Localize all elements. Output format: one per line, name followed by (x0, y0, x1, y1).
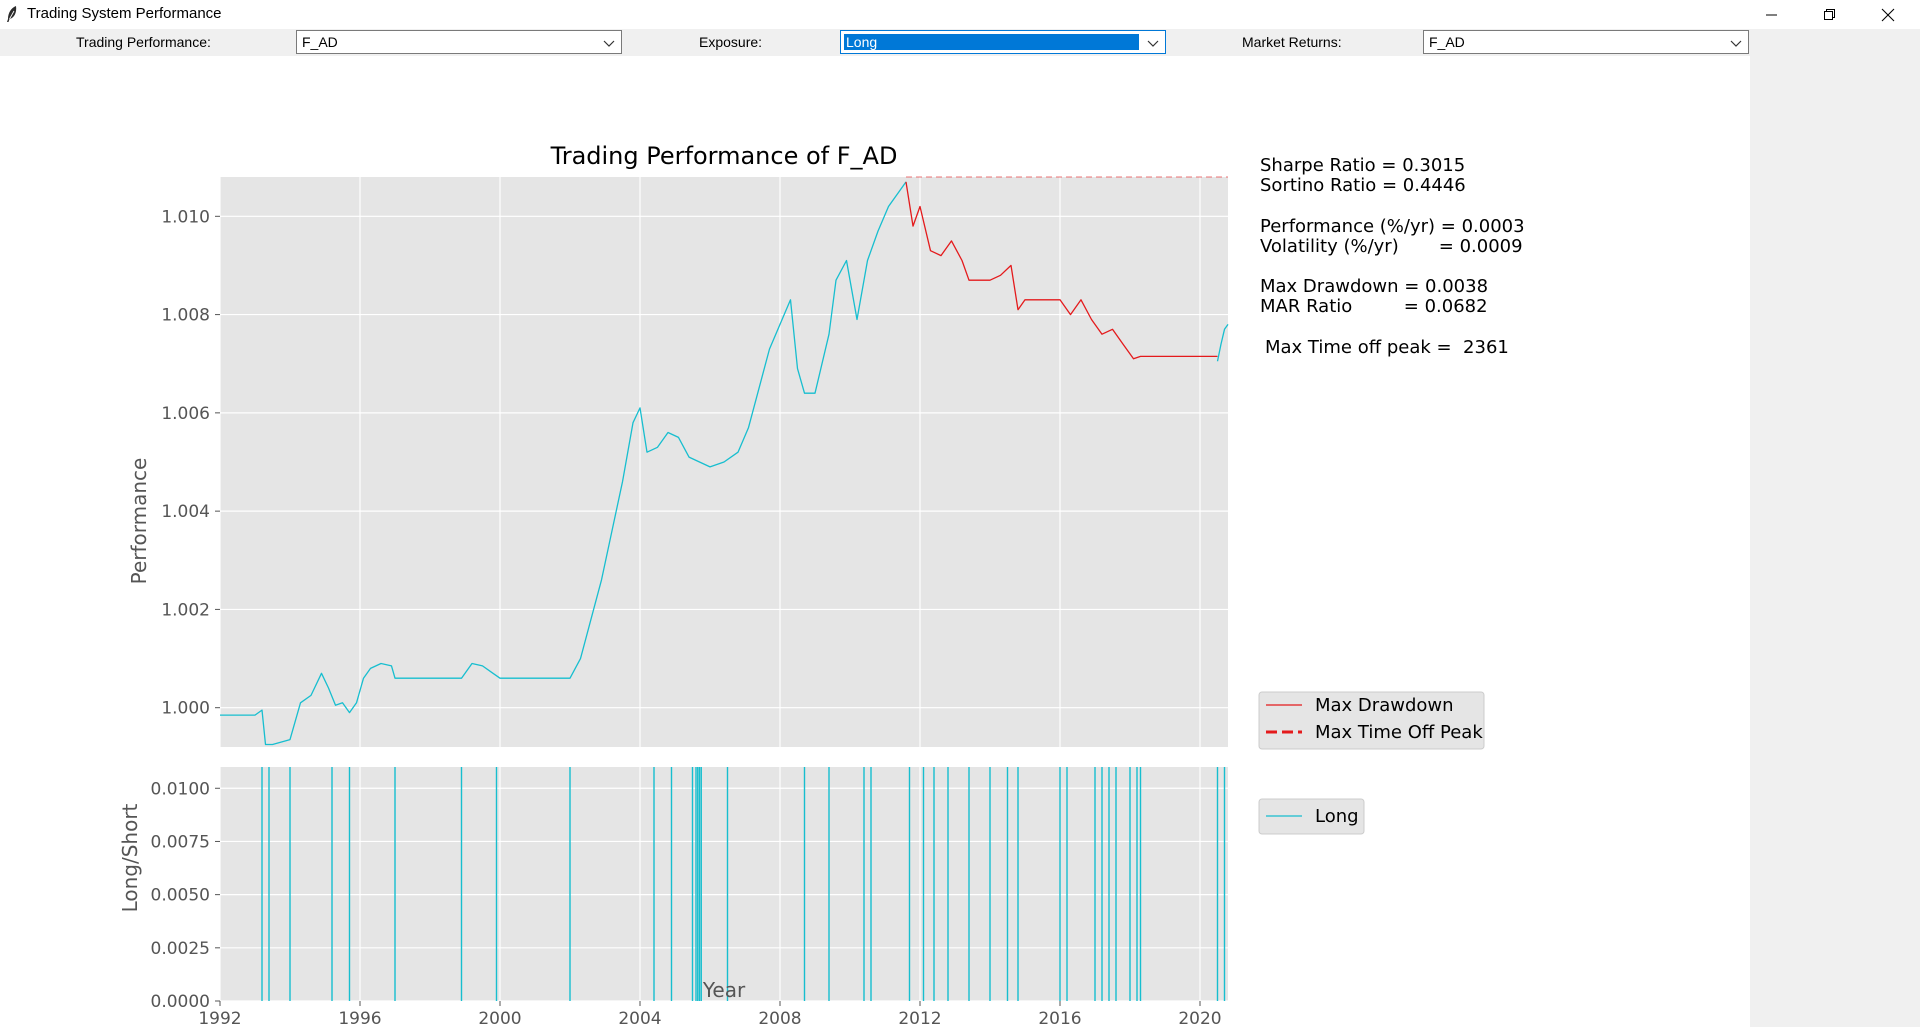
window-titlebar: Trading System Performance (0, 0, 1920, 29)
y-tick-label: 0.0075 (151, 832, 210, 852)
performance-line (220, 181, 907, 746)
legend-drawdown-label: Max Drawdown (1315, 695, 1454, 716)
feather-icon (7, 6, 17, 22)
chevron-down-icon (1147, 40, 1159, 47)
stats-block: Sharpe Ratio = 0.3015 Sortino Ratio = 0.… (1260, 155, 1525, 358)
y-tick-label: 0.0050 (151, 886, 210, 906)
max-time-off-peak: Max Time off peak = 2361 (1265, 337, 1509, 358)
drawdown-line (905, 181, 1218, 360)
y-tick-label: 1.008 (161, 306, 210, 326)
volatility-per-year: Volatility (%/yr) = 0.0009 (1260, 236, 1523, 257)
y-tick-label: 1.010 (161, 207, 210, 227)
legend-box (1258, 691, 1485, 750)
mar-ratio: MAR Ratio = 0.0682 (1260, 296, 1488, 317)
market-returns-value: F_AD (1429, 34, 1465, 50)
close-icon (1881, 8, 1895, 21)
long-legend: Long (1258, 798, 1365, 835)
legend-box-long (1258, 798, 1365, 835)
selector-toolbar: Trading Performance: F_AD Exposure: Long… (0, 29, 1750, 56)
sortino-ratio: Sortino Ratio = 0.4446 (1260, 175, 1466, 196)
trading-performance-label: Trading Performance: (76, 34, 211, 50)
exposure-plot-area (220, 767, 1228, 1001)
y-tick-label: 1.000 (161, 699, 210, 719)
y-tick-label: 0.0000 (151, 992, 210, 1012)
legend-time-off-peak-label: Max Time Off Peak (1315, 722, 1483, 743)
restore-button[interactable] (1801, 0, 1859, 29)
max-drawdown: Max Drawdown = 0.0038 (1260, 276, 1488, 297)
x-tick-label: 1992 (198, 1009, 241, 1027)
legend-long-label: Long (1315, 806, 1359, 827)
performance-line (1216, 324, 1229, 362)
exposure-select[interactable]: Long (840, 30, 1166, 54)
x-tick-label: 2000 (478, 1009, 521, 1027)
y-tick-label: 0.0025 (151, 939, 210, 959)
close-button[interactable] (1859, 0, 1917, 29)
x-axis-label: Year (702, 978, 746, 1002)
x-tick-label: 2020 (1178, 1009, 1221, 1027)
chevron-down-icon (603, 40, 615, 47)
market-returns-select[interactable]: F_AD (1423, 30, 1749, 54)
sharpe-ratio: Sharpe Ratio = 0.3015 (1260, 155, 1465, 176)
restore-icon (1824, 8, 1835, 20)
exposure-value: Long (844, 34, 1139, 50)
chart-title: Trading Performance of F_AD (550, 142, 898, 170)
chevron-down-icon (1730, 40, 1742, 47)
y-axis-label: Performance (127, 458, 151, 585)
x-tick-label: 1996 (338, 1009, 381, 1027)
exposure-label: Exposure: (699, 34, 763, 50)
minimize-icon (1766, 14, 1777, 15)
x-tick-label: 2008 (758, 1009, 801, 1027)
trading-performance-value: F_AD (302, 34, 338, 50)
performance-figure: 1.000 1.002 1.004 1.006 1.008 1.010 Trading P… (118, 142, 1525, 1027)
y-tick-label: 1.004 (161, 502, 210, 522)
minimize-button[interactable] (1743, 0, 1801, 29)
market-returns-label: Market Returns: (1242, 34, 1342, 50)
window-title: Trading System Performance (27, 5, 222, 22)
x-tick-label: 2004 (618, 1009, 661, 1027)
right-empty-panel (1750, 29, 1920, 1027)
y-axis-label-exposure: Long/Short (118, 803, 142, 912)
x-tick-label: 2016 (1038, 1009, 1081, 1027)
y-tick-label: 1.006 (161, 404, 210, 424)
x-tick-label: 2012 (898, 1009, 941, 1027)
y-tick-label: 1.002 (161, 600, 210, 620)
drawdown-legend: Max Drawdown Max Time Off Peak (1258, 691, 1485, 750)
trading-performance-select[interactable]: F_AD (296, 30, 622, 54)
performance-per-year: Performance (%/yr) = 0.0003 (1260, 216, 1525, 237)
y-tick-label: 0.0100 (151, 779, 210, 799)
